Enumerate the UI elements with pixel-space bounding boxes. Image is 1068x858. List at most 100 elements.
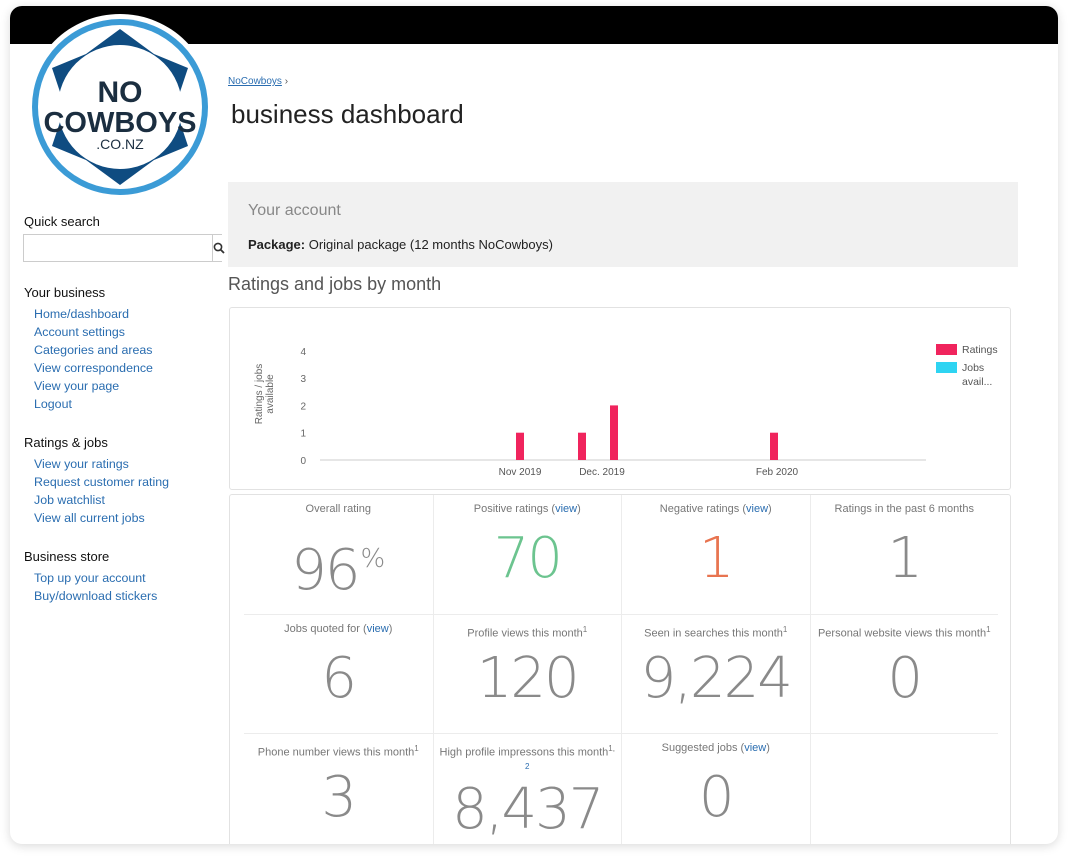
y-axis-label-line2: available <box>265 374 276 414</box>
browser-frame: NO COWBOYS .CO.NZ NoCowboys › business d… <box>10 6 1058 844</box>
y-tick-label: 2 <box>300 401 306 412</box>
sidebar: Quick search Your business Home/dashboar… <box>23 214 233 605</box>
stat-label: Ratings in the past 6 months <box>834 503 974 515</box>
stat-value: 6 <box>321 646 357 711</box>
y-tick-label: 3 <box>300 374 306 385</box>
x-tick-label: Feb 2020 <box>756 467 799 478</box>
stat-value: 3 <box>321 765 357 830</box>
logo-text-no: NO <box>98 76 143 109</box>
view-link[interactable]: view <box>555 503 578 515</box>
ratings-bar <box>516 432 524 460</box>
stat-label: Seen in searches this month1 <box>644 625 788 640</box>
sidebar-item-account-settings[interactable]: Account settings <box>34 325 125 339</box>
stat-jobs-quoted: Jobs quoted for (view) 6 <box>244 614 433 733</box>
stat-suggested-jobs: Suggested jobs (view) 0 <box>621 733 810 844</box>
legend-swatch <box>936 362 957 373</box>
stat-overall-rating: Overall rating 96% <box>244 495 433 614</box>
y-tick-label: 4 <box>300 347 306 358</box>
sidebar-item-job-watchlist[interactable]: Job watchlist <box>34 493 105 507</box>
stat-phone-views: Phone number views this month1 3 <box>244 733 433 844</box>
stat-empty-cell <box>809 733 998 844</box>
view-link[interactable]: view <box>744 742 767 754</box>
y-tick-label: 0 <box>300 456 306 467</box>
search-button[interactable] <box>212 235 225 261</box>
stat-label: Personal website views this month1 <box>817 625 991 640</box>
nav-title-your-business: Your business <box>24 285 106 300</box>
sidebar-item-view-correspondence[interactable]: View correspondence <box>34 361 153 375</box>
sidebar-item-categories-areas[interactable]: Categories and areas <box>34 343 153 357</box>
footnote-link[interactable]: 2 <box>525 761 530 771</box>
ratings-bar <box>770 432 778 460</box>
sidebar-item-view-ratings[interactable]: View your ratings <box>34 457 129 471</box>
stat-label: Jobs quoted for (view) <box>284 623 393 635</box>
quick-search-box <box>23 234 225 262</box>
account-panel: Your account Package: Original package (… <box>228 182 1018 267</box>
sidebar-item-top-up-account[interactable]: Top up your account <box>34 571 146 585</box>
breadcrumb: NoCowboys › <box>228 76 288 87</box>
y-axis-label: Ratings / jobs available <box>254 364 276 425</box>
breadcrumb-separator: › <box>284 76 289 87</box>
sidebar-item-view-your-page[interactable]: View your page <box>34 379 120 393</box>
search-icon <box>213 242 225 254</box>
view-link[interactable]: view <box>746 503 769 515</box>
stats-panel: Overall rating 96% Positive ratings (vie… <box>229 494 1011 844</box>
percent-sign: % <box>360 544 386 574</box>
search-input[interactable] <box>24 235 212 261</box>
stat-label: High profile impressons this month1, 2 <box>439 744 615 771</box>
stat-label: Phone number views this month1 <box>257 744 419 759</box>
legend-swatch <box>936 344 957 355</box>
account-package: Package: Original package (12 months NoC… <box>248 237 553 252</box>
stat-value: 96% <box>291 538 386 603</box>
account-title: Your account <box>248 202 341 219</box>
stat-value: 70 <box>493 526 563 591</box>
stats-grid: Overall rating 96% Positive ratings (vie… <box>244 495 998 844</box>
breadcrumb-link-home[interactable]: NoCowboys <box>228 76 282 87</box>
legend-label-jobs-2: avail... <box>962 376 992 388</box>
legend-label-jobs: Jobs <box>962 362 984 374</box>
stat-ratings-past-6-months: Ratings in the past 6 months 1 <box>809 495 999 614</box>
sidebar-item-logout[interactable]: Logout <box>34 397 72 411</box>
nocowboys-logo[interactable]: NO COWBOYS .CO.NZ <box>25 12 215 202</box>
stat-value: 120 <box>476 646 580 711</box>
stat-value: 1 <box>887 526 923 591</box>
stat-value: 0 <box>887 646 923 711</box>
sidebar-item-buy-stickers[interactable]: Buy/download stickers <box>34 589 158 603</box>
ratings-bar <box>610 405 618 460</box>
logo-text-domain: .CO.NZ <box>96 136 144 152</box>
stat-website-views: Personal website views this month1 0 <box>809 614 998 733</box>
stat-label: Negative ratings (view) <box>659 503 772 515</box>
stat-seen-in-searches: Seen in searches this month1 9,224 <box>621 614 810 733</box>
stat-value: 9,224 <box>640 646 793 711</box>
stat-negative-ratings: Negative ratings (view) 1 <box>621 495 810 614</box>
y-axis-label-line1: Ratings / jobs <box>254 364 265 425</box>
stat-value: 8,437 <box>452 777 604 842</box>
stat-label: Suggested jobs (view) <box>661 742 770 754</box>
package-label: Package: <box>248 237 306 252</box>
stat-profile-views: Profile views this month1 120 <box>432 614 621 733</box>
nav-title-business-store: Business store <box>24 549 110 564</box>
legend-label-ratings: Ratings <box>962 344 998 356</box>
x-tick-label: Dec. 2019 <box>579 467 625 478</box>
top-bar <box>10 6 1058 44</box>
nav-title-ratings-jobs: Ratings & jobs <box>24 435 108 450</box>
ratings-bar <box>578 432 586 460</box>
sidebar-item-home-dashboard[interactable]: Home/dashboard <box>34 307 130 321</box>
quick-search-title: Quick search <box>24 214 100 229</box>
y-tick-label: 1 <box>300 429 306 440</box>
x-tick-label: Nov 2019 <box>499 467 542 478</box>
stat-high-profile-impressions: High profile impressons this month1, 2 8,… <box>432 733 621 844</box>
chart-panel: 0 1 2 3 4 Ratings / jobs available Nov 2019 Dec.… <box>229 307 1011 490</box>
stat-positive-ratings: Positive ratings (view) 70 <box>432 495 622 614</box>
ratings-jobs-chart: 0 1 2 3 4 Ratings / jobs available Nov 2019 Dec.… <box>254 344 998 478</box>
page-title: business dashboard <box>231 99 464 129</box>
sidebar-item-view-current-jobs[interactable]: View all current jobs <box>34 511 145 525</box>
logo-text-cowboys: COWBOYS <box>43 107 196 139</box>
stat-label: Profile views this month1 <box>467 625 588 640</box>
section-title: Ratings and jobs by month <box>228 274 442 294</box>
stat-label: Overall rating <box>305 503 371 515</box>
stat-value: 1 <box>698 526 735 591</box>
stat-label: Positive ratings (view) <box>473 503 581 515</box>
package-value: Original package (12 months NoCowboys) <box>308 237 553 252</box>
sidebar-item-request-rating[interactable]: Request customer rating <box>34 475 169 489</box>
view-link[interactable]: view <box>366 623 389 635</box>
